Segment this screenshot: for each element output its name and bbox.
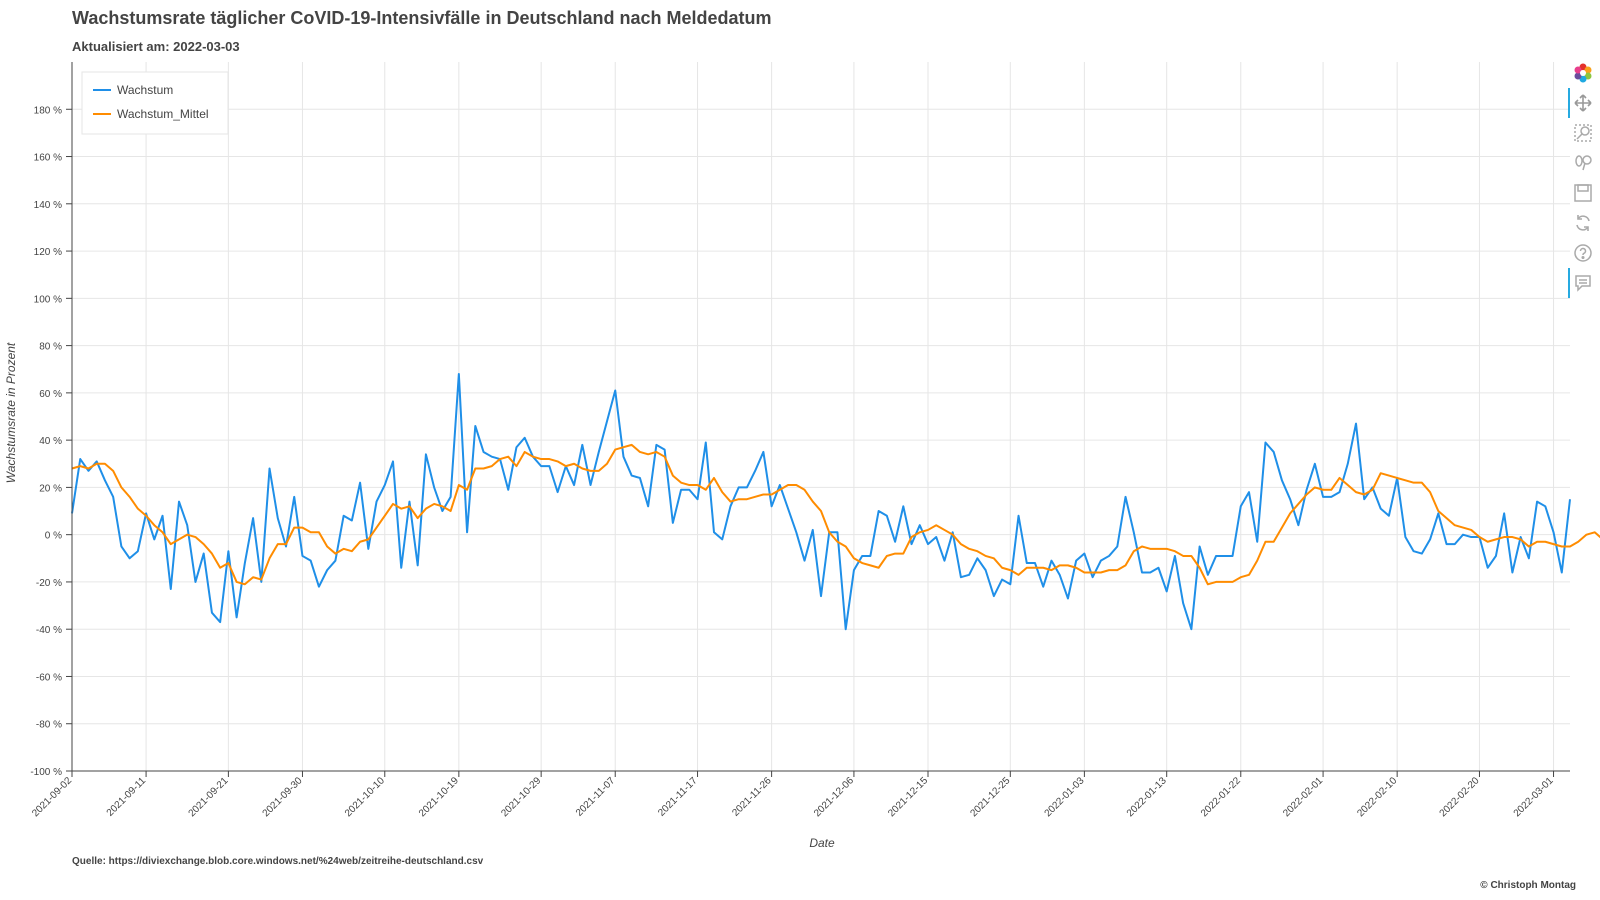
copyright-note: © Christoph Montag (1480, 880, 1576, 891)
y-tick-label: 80 % (39, 342, 62, 353)
legend-label-mittel: Wachstum_Mittel (117, 107, 209, 121)
y-tick-label: -100 % (30, 767, 62, 778)
source-note: Quelle: https://diviexchange.blob.core.w… (72, 856, 484, 867)
series-line-wachstum-mittel (71, 443, 1600, 586)
x-tick-label: 2021-12-15 (886, 775, 930, 819)
x-tick-label: 2021-10-19 (417, 775, 461, 819)
x-tick-label: 2021-09-21 (187, 775, 231, 819)
y-tick-label: 60 % (39, 389, 62, 400)
box-zoom-icon[interactable] (1570, 118, 1596, 148)
x-tick-label: 2022-02-01 (1281, 775, 1325, 819)
x-tick-label: 2022-01-22 (1199, 775, 1243, 819)
help-icon[interactable] (1570, 238, 1596, 268)
x-tick-label: 2021-09-30 (261, 775, 305, 819)
x-tick-label: 2021-10-29 (499, 775, 543, 819)
x-tick-label: 2021-11-17 (656, 775, 700, 819)
series-lines (71, 372, 1600, 631)
x-tick-label: 2022-02-10 (1355, 775, 1399, 819)
wheel-zoom-icon[interactable] (1570, 148, 1596, 178)
x-tick-label: 2021-12-25 (968, 775, 1012, 819)
x-tick-label: 2021-12-06 (812, 775, 856, 819)
pan-icon[interactable] (1568, 88, 1596, 118)
y-tick-label: -20 % (36, 578, 62, 589)
y-axis-label: Wachstumsrate in Prozent (4, 342, 18, 483)
y-tick-label: -80 % (36, 720, 62, 731)
y-tick-label: 180 % (34, 105, 62, 116)
bokeh-logo-icon[interactable] (1570, 58, 1596, 88)
chart-title: Wachstumsrate täglicher CoVID-19-Intensi… (72, 8, 772, 28)
x-tick-label: 2021-11-26 (730, 775, 774, 819)
y-tick-label: 120 % (34, 247, 62, 258)
y-tick-label: 140 % (34, 200, 62, 211)
x-tick-label: 2021-09-02 (30, 775, 74, 819)
y-tick-label: 20 % (39, 483, 62, 494)
chart-toolbar (1568, 58, 1596, 298)
gridlines (71, 62, 1570, 772)
y-tick-label: 100 % (34, 294, 62, 305)
y-tick-label: -40 % (36, 625, 62, 636)
series-line-wachstum (71, 372, 1571, 631)
y-tick-label: -60 % (36, 672, 62, 683)
x-tick-label: 2021-11-07 (574, 775, 618, 819)
x-tick-label: 2022-03-01 (1512, 775, 1556, 819)
legend[interactable]: Wachstum Wachstum_Mittel (81, 71, 229, 135)
x-tick-label: 2021-10-10 (343, 775, 387, 819)
x-tick-label: 2021-09-11 (105, 775, 149, 819)
x-axis-label: Date (809, 836, 835, 850)
legend-label-wachstum: Wachstum (117, 83, 173, 97)
y-tick-label: 40 % (39, 436, 62, 447)
y-tick-label: 160 % (34, 153, 62, 164)
reset-icon[interactable] (1570, 208, 1596, 238)
chart-subtitle: Aktualisiert am: 2022-03-03 (72, 39, 240, 54)
hover-icon[interactable] (1568, 268, 1596, 298)
x-tick-label: 2022-01-03 (1043, 775, 1087, 819)
legend-box (81, 71, 229, 135)
y-tick-label: 0 % (45, 531, 62, 542)
save-icon[interactable] (1570, 178, 1596, 208)
x-tick-label: 2022-01-13 (1125, 775, 1169, 819)
axes: -100 % -80 % -60 % -40 % -20 % 0 % 20 % 40 % 60 … (30, 62, 1570, 819)
x-tick-label: 2022-02-20 (1438, 775, 1482, 819)
